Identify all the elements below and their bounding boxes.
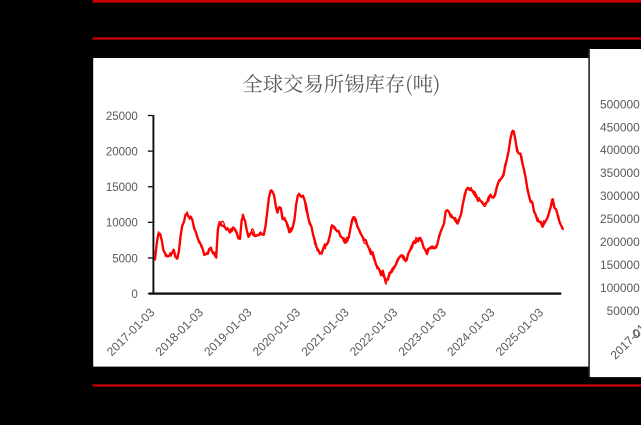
svg-text:20000: 20000 <box>106 146 138 158</box>
svg-text:150000: 150000 <box>600 258 640 272</box>
svg-text:450000: 450000 <box>600 120 640 134</box>
svg-text:400000: 400000 <box>600 143 640 157</box>
svg-text:100000: 100000 <box>600 281 640 295</box>
svg-text:0: 0 <box>633 327 640 341</box>
svg-text:250000: 250000 <box>600 212 640 226</box>
svg-text:500000: 500000 <box>600 97 640 111</box>
svg-text:350000: 350000 <box>600 166 640 180</box>
svg-text:15000: 15000 <box>106 182 138 194</box>
svg-text:300000: 300000 <box>600 189 640 203</box>
svg-text:10000: 10000 <box>106 218 138 230</box>
svg-text:25000: 25000 <box>106 111 138 123</box>
svg-text:200000: 200000 <box>600 235 640 249</box>
svg-text:50000: 50000 <box>607 304 640 318</box>
svg-text:5000: 5000 <box>112 253 138 265</box>
svg-text:0: 0 <box>131 289 137 301</box>
